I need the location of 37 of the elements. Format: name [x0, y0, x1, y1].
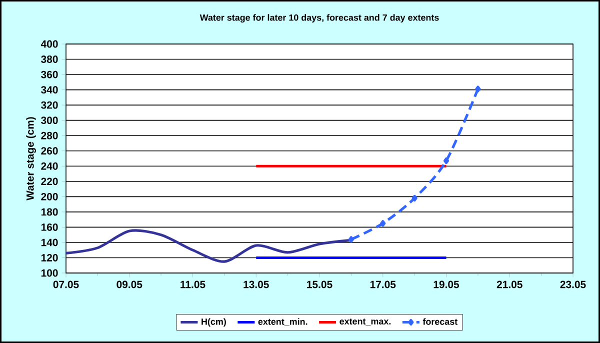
x-tick-label: 09.05	[116, 280, 142, 288]
y-tick-label: 360	[41, 70, 58, 78]
point	[380, 220, 386, 227]
x-tick-label: 15.05	[307, 280, 332, 288]
y-tick-label: 340	[41, 86, 58, 94]
x-tick-label: 23.05	[560, 280, 586, 288]
x-tick-label: 13.05	[244, 280, 269, 288]
y-tick-label: 100	[41, 269, 58, 277]
x-tick-label: 19.05	[434, 280, 460, 288]
x-tick-label: 21.05	[496, 280, 522, 288]
legend-label: extent_max.	[340, 318, 391, 326]
y-tick-label: 380	[41, 56, 58, 63]
x-tick-label: 07.05	[53, 280, 79, 288]
point	[348, 236, 354, 243]
x-tick-label: 17.05	[370, 280, 396, 288]
y-axis-title: Water stage (cm)	[26, 117, 36, 200]
point	[443, 158, 450, 164]
y-tick-label: 120	[41, 254, 58, 262]
y-tick-label: 280	[41, 132, 58, 140]
y-tick-label: 260	[41, 147, 58, 155]
y-tick-label: 200	[41, 192, 58, 200]
point	[412, 194, 418, 202]
y-tick-label: 180	[41, 208, 58, 216]
y-tick-label: 140	[41, 238, 58, 246]
chart-title: Water stage for later 10 days, forecast and 7 day extents	[200, 14, 439, 23]
point	[475, 86, 481, 92]
line-series	[66, 229, 352, 263]
y-tick-label: 320	[41, 101, 58, 109]
legend-label: H(cm)	[202, 318, 226, 327]
y-tick-label: 160	[41, 224, 58, 231]
y-tick-label: 400	[40, 40, 58, 48]
y-tick-label: 240	[41, 162, 58, 170]
y-tick-label: 220	[41, 178, 58, 186]
y-tick-label: 300	[41, 116, 58, 124]
legend-label: forecast	[422, 318, 458, 325]
legend-label: extent_min.	[258, 318, 308, 326]
x-tick-label: 11.05	[180, 280, 206, 288]
